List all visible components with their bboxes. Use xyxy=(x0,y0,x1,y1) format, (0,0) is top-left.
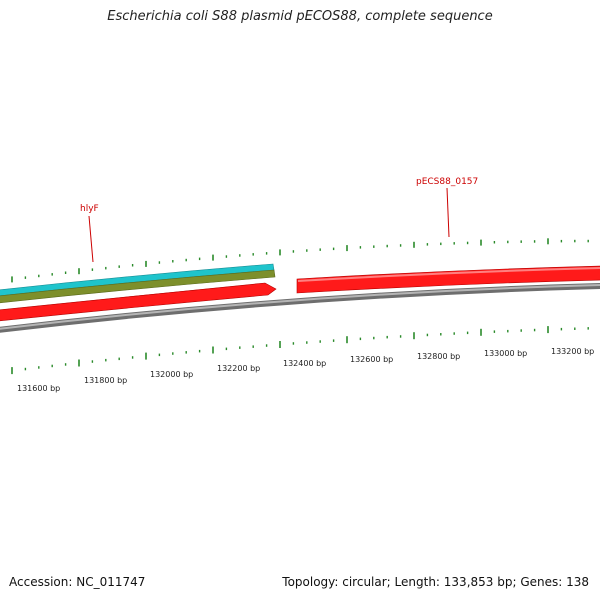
plasmid-backbone-highlight xyxy=(0,284,600,330)
scale-label-133000: 133000 bp xyxy=(484,349,527,358)
scale-label-132000: 132000 bp xyxy=(150,370,193,379)
outer-tick-marks xyxy=(11,238,589,283)
scale-label-131600: 131600 bp xyxy=(17,384,60,393)
map-title: Escherichia coli S88 plasmid pECOS88, co… xyxy=(107,9,493,24)
scale-label-132800: 132800 bp xyxy=(417,352,460,361)
cds-arrow-left[interactable] xyxy=(0,282,277,322)
feature-band-olive[interactable] xyxy=(0,269,276,304)
accession-text: Accession: NC_011747 xyxy=(9,575,146,589)
inner-tick-marks xyxy=(11,326,589,375)
gene-label-hlyf[interactable]: hlyF xyxy=(80,204,99,214)
sequence-summary-text: Topology: circular; Length: 133,853 bp; … xyxy=(282,575,589,589)
pecs88-0157-pointer-line xyxy=(446,187,450,238)
scale-label-133200: 133200 bp xyxy=(551,347,594,356)
cds-band-right[interactable] xyxy=(296,265,600,294)
hlyf-pointer-line xyxy=(88,215,94,263)
scale-label-132200: 132200 bp xyxy=(217,364,260,373)
plasmid-backbone xyxy=(0,283,600,333)
gene-label-pecs88-0157[interactable]: pECS88_0157 xyxy=(416,177,478,187)
scale-label-132600: 132600 bp xyxy=(350,355,393,364)
cds-band-right-highlight xyxy=(297,267,600,282)
scale-label-132400: 132400 bp xyxy=(283,359,326,368)
scale-label-131800: 131800 bp xyxy=(84,376,127,385)
